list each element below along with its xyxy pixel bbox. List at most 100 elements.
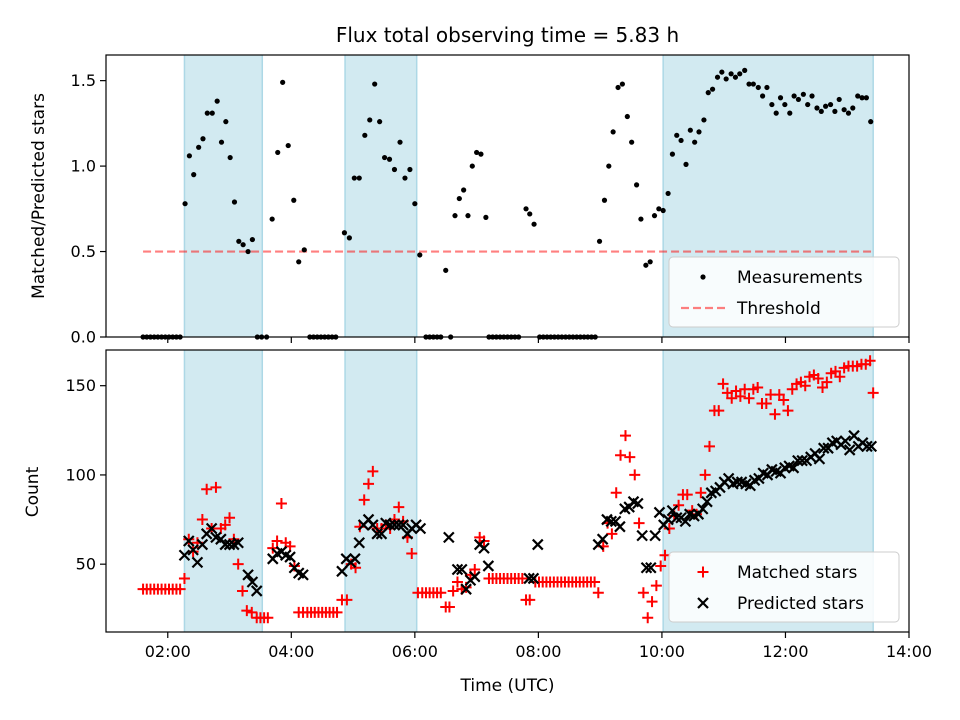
- measurement-point: [285, 142, 291, 149]
- matched-star-point: [713, 405, 725, 417]
- matched-star-point: [695, 487, 707, 499]
- predicted-star-point: [375, 528, 388, 540]
- measurement-point: [795, 96, 802, 103]
- measurement-point: [606, 163, 612, 169]
- predicted-star-point: [223, 538, 236, 551]
- measurement-point: [868, 119, 874, 125]
- matched-star-point: [633, 517, 645, 529]
- matched-star-point: [867, 387, 879, 399]
- measurement-point: [638, 216, 644, 222]
- predicted-star-point: [371, 528, 383, 540]
- measurement-point: [397, 139, 403, 145]
- predicted-star-point: [640, 561, 653, 574]
- matched-star-point: [717, 378, 729, 390]
- predicted-star-point: [813, 453, 826, 465]
- matched-star-point: [358, 494, 370, 506]
- measurement-point: [850, 105, 856, 111]
- matched-star-point: [435, 587, 447, 599]
- measurement-point: [760, 93, 766, 99]
- matched-star-point: [443, 601, 455, 613]
- shaded-interval-1: [345, 55, 417, 337]
- matched-star-point: [367, 465, 379, 477]
- measurement-point: [714, 74, 721, 80]
- matched-star-point: [524, 594, 536, 606]
- matched-star-point: [637, 587, 649, 599]
- predicted-star-point: [349, 553, 361, 565]
- measurement-point: [809, 93, 815, 99]
- predicted-star-point: [701, 495, 713, 508]
- predicted-star-point: [843, 444, 856, 456]
- measurement-point: [823, 103, 829, 109]
- measurement-point: [629, 139, 635, 145]
- measurement-point: [841, 107, 847, 113]
- predicted-star-point: [662, 513, 674, 526]
- y-axis-label-top: Matched/Predicted stars: [29, 93, 49, 299]
- matched-star-point: [778, 394, 790, 406]
- matched-star-point: [834, 371, 846, 383]
- predicted-star-point: [178, 549, 191, 562]
- measurement-point: [356, 175, 362, 181]
- x-tick-label: 08:00: [515, 642, 561, 661]
- predicted-star-point: [456, 563, 468, 576]
- measurement-point: [791, 93, 797, 99]
- plot-frame: [105, 54, 910, 338]
- measurement-point: [656, 206, 662, 212]
- measurement-point: [746, 81, 752, 87]
- measurement-point: [692, 139, 698, 145]
- predicted-star-point: [367, 519, 379, 531]
- matched-star-point: [241, 605, 253, 617]
- matched-star-point: [624, 451, 636, 463]
- y-axis-label-bottom: Count: [23, 466, 43, 517]
- measurement-point: [269, 216, 275, 222]
- measurement-point: [601, 197, 608, 203]
- predicted-star-point: [649, 529, 661, 542]
- measurement-point: [755, 84, 761, 91]
- predicted-star-point: [246, 576, 259, 588]
- predicted-star-point: [384, 519, 396, 531]
- measurement-point: [674, 132, 680, 138]
- predicted-star-point: [817, 442, 830, 454]
- measurement-point: [209, 110, 215, 116]
- matched-star-point: [469, 564, 481, 576]
- measurement-point: [647, 259, 653, 265]
- matched-star-point: [864, 355, 876, 367]
- measurement-point: [204, 110, 210, 116]
- matched-star-point: [447, 585, 459, 597]
- matched-star-point: [363, 478, 375, 490]
- predicted-star-point: [460, 583, 472, 595]
- legend-marker-predicted: [697, 597, 709, 609]
- matched-star-point: [703, 440, 715, 452]
- predicted-star-point: [839, 435, 852, 447]
- predicted-star-point: [388, 519, 401, 531]
- measurement-point: [341, 230, 348, 236]
- predicted-star-point: [468, 570, 481, 583]
- matched-star-point: [610, 487, 622, 499]
- matched-star-point: [406, 547, 418, 559]
- matched-star-point: [271, 535, 283, 547]
- shaded-interval-0: [184, 55, 263, 337]
- matched-star-point: [592, 587, 604, 599]
- measurement-point: [782, 101, 788, 108]
- matched-star-point: [232, 558, 244, 570]
- matched-star-point: [219, 519, 231, 531]
- predicted-star-point: [523, 572, 535, 585]
- measurement-point: [346, 235, 352, 241]
- plot-frame: [105, 349, 910, 633]
- predicted-star-point: [478, 542, 490, 554]
- measurement-point: [719, 69, 725, 75]
- measurement-point: [218, 139, 225, 145]
- predicted-star-point: [219, 538, 231, 551]
- matched-star-point: [615, 449, 627, 461]
- measurement-point: [191, 172, 197, 178]
- matched-star-point: [821, 376, 833, 388]
- measurement-point: [280, 79, 286, 85]
- measurement-point: [196, 144, 202, 150]
- predicted-star-point: [796, 454, 808, 467]
- measurement-point: [483, 214, 489, 220]
- measurement-point: [669, 151, 676, 157]
- legend: Measurements Threshold: [668, 256, 900, 328]
- measurement-point: [728, 71, 734, 77]
- matched-star-point: [350, 562, 362, 574]
- matched-star-point: [224, 512, 236, 524]
- measurement-point: [769, 101, 775, 108]
